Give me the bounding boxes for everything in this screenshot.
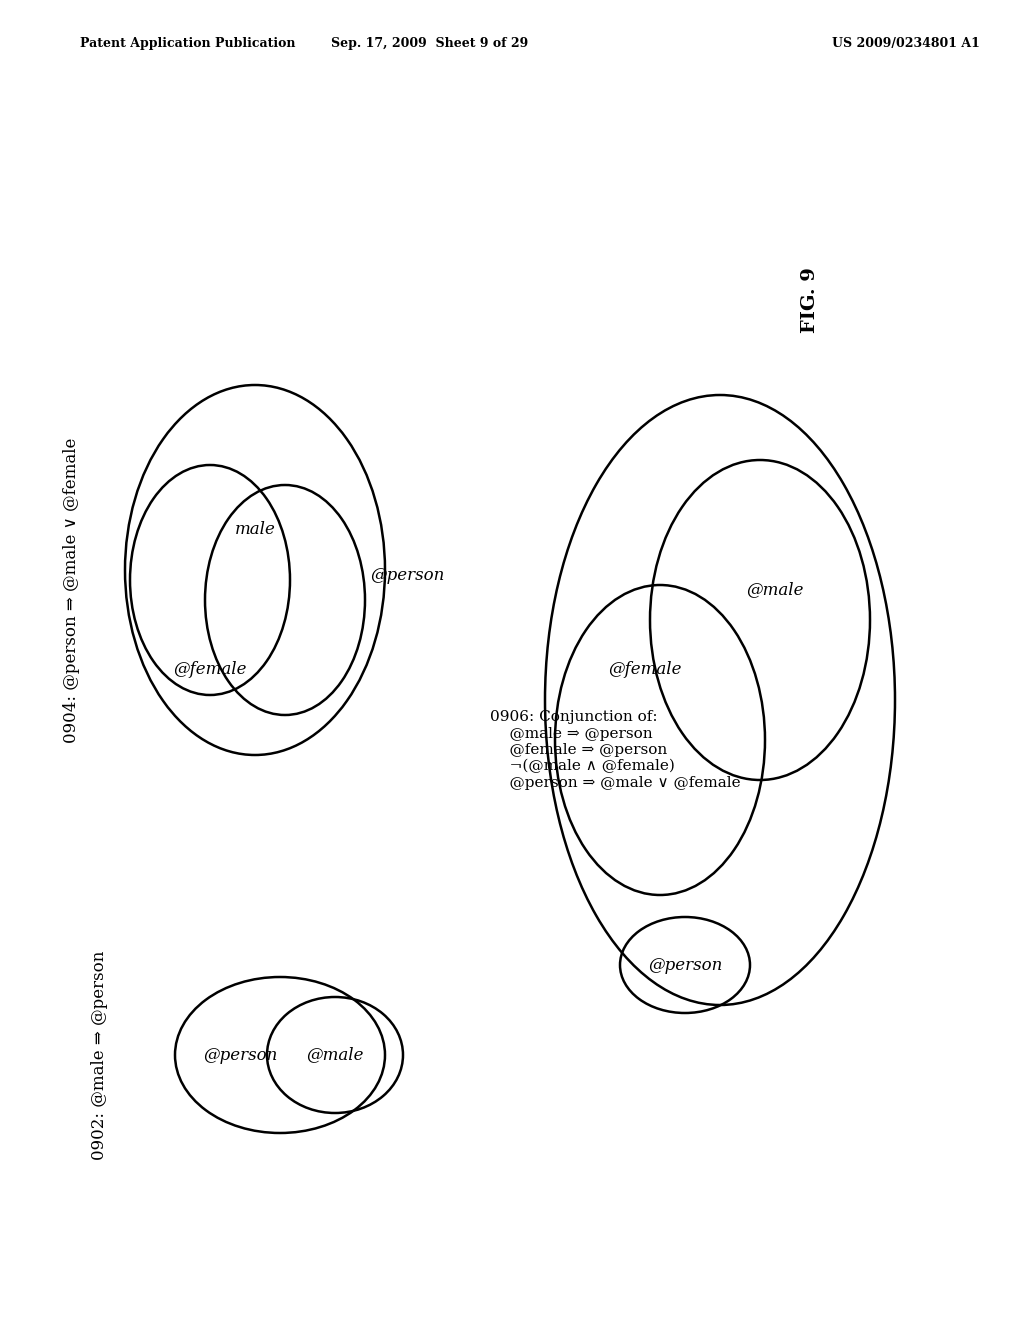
Text: Patent Application Publication: Patent Application Publication [80, 37, 296, 50]
Text: FIG. 9: FIG. 9 [801, 267, 819, 333]
Text: 0906: Conjunction of:
    @male ⇒ @person
    @female ⇒ @person
    ¬(@male ∧ @f: 0906: Conjunction of: @male ⇒ @person @f… [490, 710, 740, 789]
Text: US 2009/0234801 A1: US 2009/0234801 A1 [833, 37, 980, 50]
Text: Sep. 17, 2009  Sheet 9 of 29: Sep. 17, 2009 Sheet 9 of 29 [332, 37, 528, 50]
Text: @person: @person [203, 1047, 278, 1064]
Text: @female: @female [608, 661, 682, 678]
Text: @male: @male [306, 1047, 364, 1064]
Text: @person: @person [648, 957, 722, 974]
Text: 0902: @male ⇒ @person: 0902: @male ⇒ @person [91, 950, 109, 1160]
Text: @female: @female [173, 661, 247, 678]
Text: @person: @person [370, 566, 444, 583]
Text: 0904: @person ⇒ @male ∨ @female: 0904: @person ⇒ @male ∨ @female [63, 437, 81, 743]
Text: @male: @male [746, 582, 804, 598]
Text: male: male [234, 521, 275, 539]
